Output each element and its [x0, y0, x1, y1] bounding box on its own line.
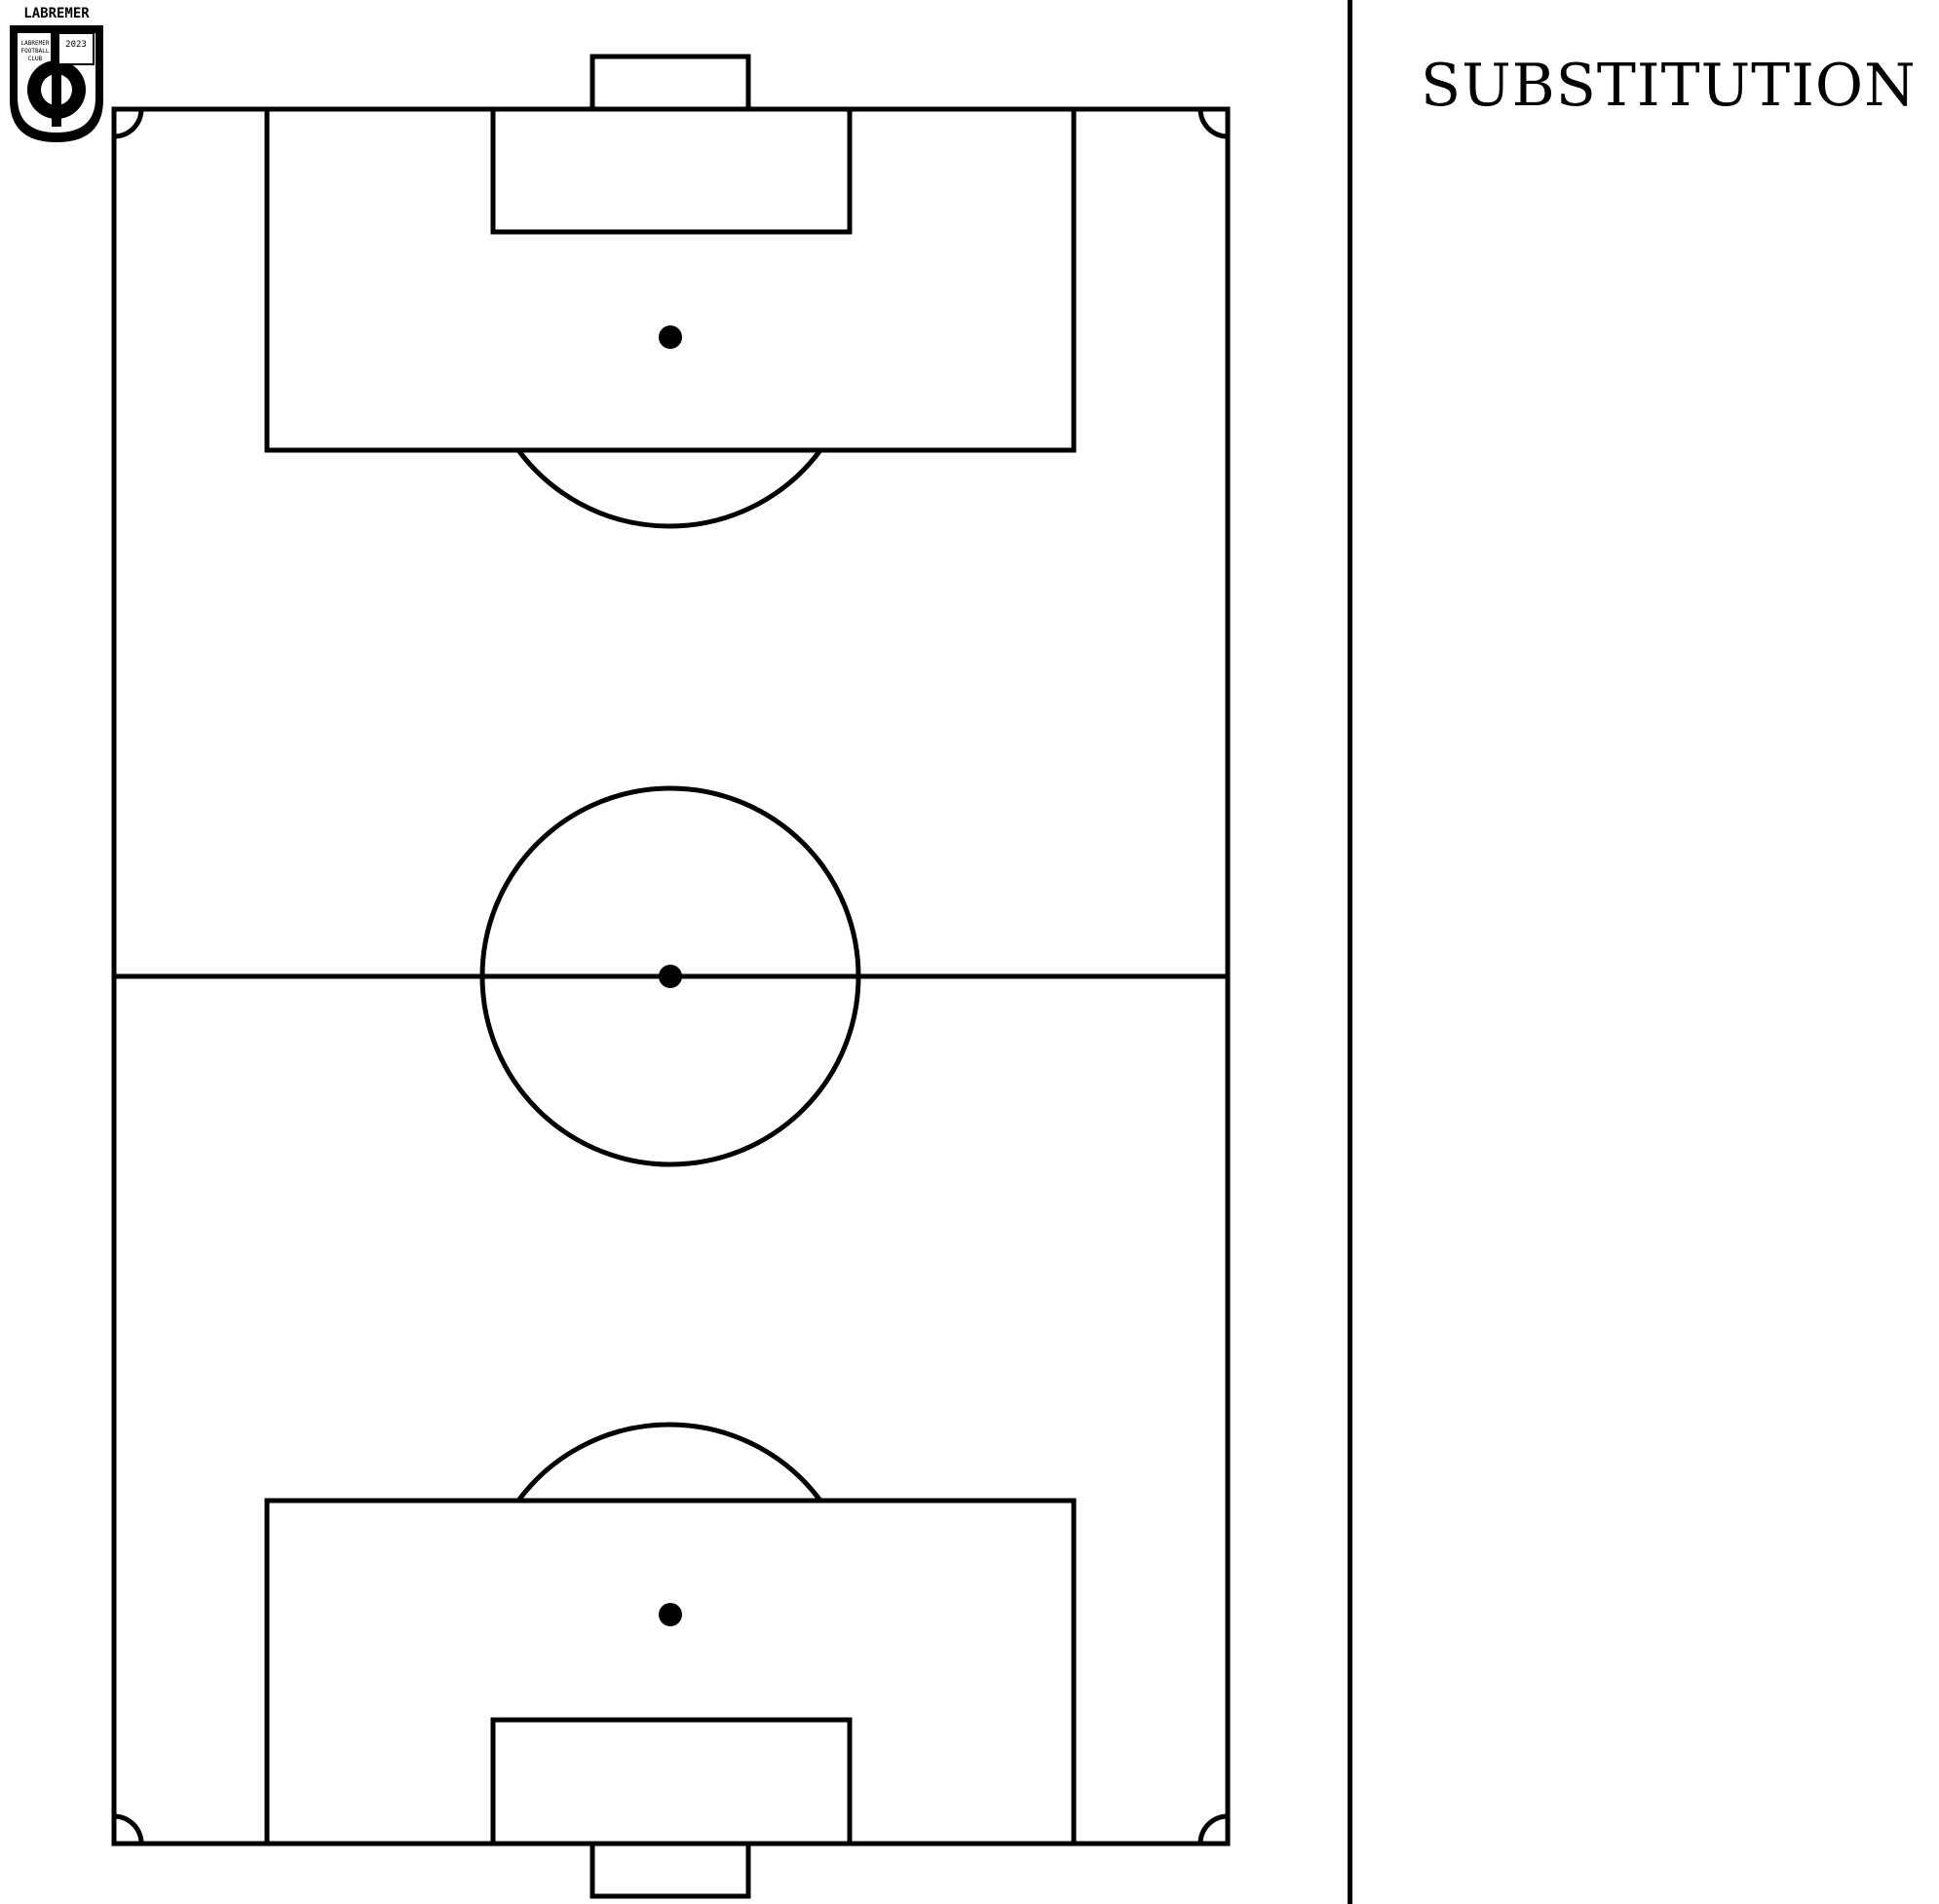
bottom-goal-area	[490, 1717, 853, 1847]
corner-arc-top-left	[113, 108, 144, 139]
vertical-divider	[1348, 0, 1352, 1904]
corner-arc-bottom-left	[113, 1813, 144, 1845]
svg-text:LABREMER: LABREMER	[23, 6, 90, 21]
bottom-goal	[589, 1841, 751, 1899]
center-circle	[479, 785, 861, 1167]
svg-text:LABREMER: LABREMER	[21, 40, 50, 47]
corner-arc-top-right	[1198, 108, 1229, 139]
bottom-penalty-area	[264, 1498, 1077, 1847]
substitution-title: SUBSTITUTION	[1421, 52, 1917, 120]
club-logo: LABREMER LABREMER FOOTBALL CLUB 2023	[4, 4, 109, 146]
svg-text:FOOTBALL: FOOTBALL	[21, 48, 50, 55]
top-goal-area	[490, 106, 853, 235]
svg-text:2023: 2023	[65, 40, 87, 50]
svg-text:CLUB: CLUB	[28, 56, 43, 62]
top-goal	[589, 54, 751, 112]
bottom-penalty-arc	[515, 1422, 823, 1503]
top-penalty-arc	[515, 448, 823, 529]
bottom-penalty-spot	[659, 1603, 682, 1626]
club-crest-icon: LABREMER LABREMER FOOTBALL CLUB 2023	[10, 6, 103, 142]
top-penalty-area	[264, 106, 1077, 453]
top-penalty-spot	[659, 325, 682, 349]
football-pitch	[111, 54, 1231, 1899]
center-spot	[659, 965, 682, 988]
corner-arc-bottom-right	[1198, 1813, 1229, 1845]
